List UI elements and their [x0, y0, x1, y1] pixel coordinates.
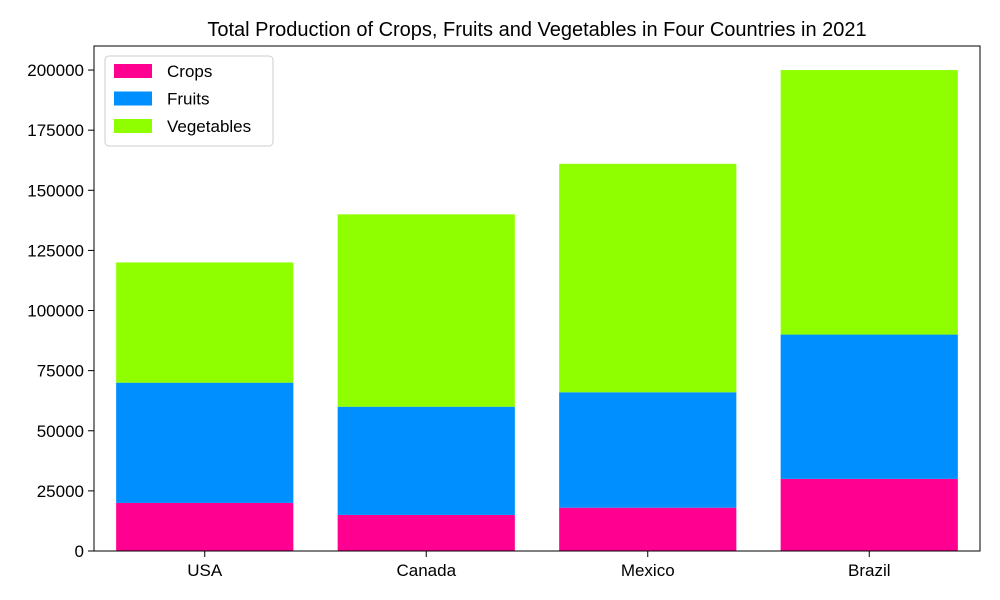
y-tick-label: 175000: [27, 121, 84, 140]
legend: Crops Fruits Vegetables: [104, 55, 274, 147]
bar-usa-crops: [116, 502, 294, 551]
y-tick-label: 50000: [37, 422, 84, 441]
x-tick-label: USA: [187, 561, 223, 580]
axes-layer: 0 25000 50000 75000 100000 125000 150000 175000…: [27, 45, 981, 580]
y-tick-label: 100000: [27, 302, 84, 321]
bar-canada-vegetables: [337, 214, 515, 407]
legend-swatch-fruits: [114, 91, 152, 106]
bar-mexico-crops: [559, 507, 737, 551]
y-tick-label: 75000: [37, 362, 84, 381]
bars-layer: [116, 70, 958, 551]
bar-mexico-vegetables: [559, 163, 737, 393]
y-tick-label: 150000: [27, 181, 84, 200]
chart-title: Total Production of Crops, Fruits and Ve…: [207, 19, 866, 41]
bar-brazil-crops: [780, 478, 958, 551]
legend-label-crops: Crops: [167, 62, 212, 81]
bar-mexico-fruits: [559, 392, 737, 508]
bar-canada-fruits: [337, 406, 515, 515]
bar-usa-fruits: [116, 382, 294, 503]
bar-usa-vegetables: [116, 262, 294, 383]
y-tick-label: 200000: [27, 61, 84, 80]
y-tick-label: 25000: [37, 482, 84, 501]
bar-canada-crops: [337, 514, 515, 551]
y-tick-label: 0: [75, 542, 84, 561]
x-tick-label: Brazil: [848, 561, 891, 580]
bar-brazil-vegetables: [780, 70, 958, 335]
y-tick-label: 125000: [27, 241, 84, 260]
legend-label-fruits: Fruits: [167, 90, 210, 109]
legend-swatch-crops: [114, 64, 152, 78]
legend-label-vegetables: Vegetables: [167, 117, 251, 136]
legend-swatch-vegetables: [114, 119, 152, 133]
x-tick-label: Canada: [396, 561, 456, 580]
x-tick-label: Mexico: [621, 561, 675, 580]
bar-brazil-fruits: [780, 334, 958, 479]
plot-frame: [93, 45, 981, 552]
